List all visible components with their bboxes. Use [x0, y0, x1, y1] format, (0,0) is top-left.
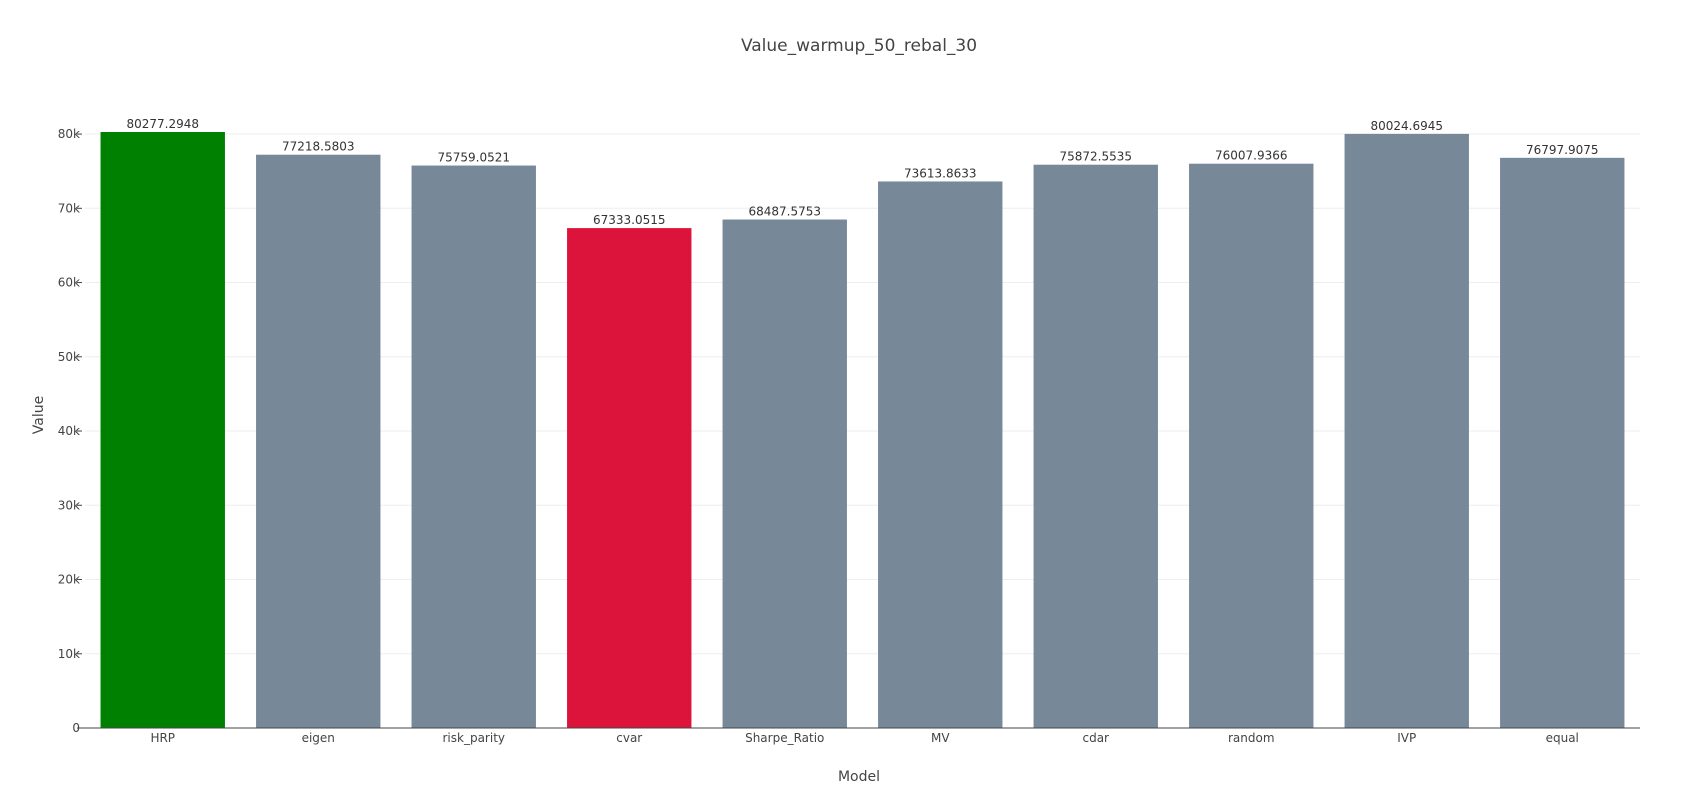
x-axis-title: Model [838, 769, 880, 785]
x-tick-label: HRP [150, 731, 175, 745]
x-tick-label: IVP [1397, 731, 1416, 745]
bar-random[interactable] [1189, 163, 1314, 729]
data-label: 76797.9075 [1526, 143, 1599, 157]
data-labels: 80277.2948 77218.5803 75759.0521 67333.0515… [126, 117, 1598, 227]
x-tick-label: equal [1546, 731, 1579, 745]
y-tick-label: 10k [58, 647, 80, 661]
bar-equal[interactable] [1500, 157, 1625, 728]
x-axis-ticks: HRP eigen risk_parity cvar Sharpe_Ratio MV cda… [150, 731, 1578, 745]
bars [100, 132, 1625, 729]
data-label: 67333.0515 [593, 213, 666, 227]
data-label: 68487.5753 [748, 205, 821, 219]
x-tick-label: cvar [616, 731, 642, 745]
data-label: 75759.0521 [437, 151, 510, 165]
data-label: 77218.5803 [282, 140, 355, 154]
x-tick-label: random [1228, 731, 1275, 745]
y-tick-label: 80k [58, 127, 80, 141]
y-axis-title: Value [31, 396, 47, 434]
x-tick-label: risk_parity [442, 731, 505, 745]
x-tick-label: eigen [302, 731, 335, 745]
bar-hrp[interactable] [100, 132, 225, 728]
y-axis-ticks: 0 10k 20k 30k 40k 50k 60k 70k 80k [58, 127, 82, 735]
data-label: 75872.5535 [1059, 150, 1132, 164]
bar-eigen[interactable] [256, 154, 381, 728]
bar-cvar[interactable] [567, 228, 692, 728]
chart-title: Value_warmup_50_rebal_30 [741, 36, 977, 56]
x-tick-label: cdar [1082, 731, 1109, 745]
bar-risk-parity[interactable] [411, 165, 536, 729]
bar-sharpe-ratio[interactable] [722, 219, 847, 728]
y-tick-label: 60k [58, 276, 80, 290]
x-tick-label: Sharpe_Ratio [745, 731, 824, 745]
bar-cdar[interactable] [1033, 164, 1158, 728]
y-tick-label: 0 [72, 721, 80, 735]
y-tick-label: 70k [58, 201, 80, 215]
data-label: 73613.8633 [904, 166, 977, 180]
bar-ivp[interactable] [1344, 133, 1469, 728]
data-label: 76007.9366 [1215, 149, 1288, 163]
data-label: 80277.2948 [126, 117, 199, 131]
y-tick-label: 50k [58, 350, 80, 364]
x-tick-label: MV [931, 731, 950, 745]
y-tick-label: 20k [58, 573, 80, 587]
bar-mv[interactable] [878, 181, 1003, 729]
y-tick-label: 40k [58, 424, 80, 438]
y-tick-label: 30k [58, 498, 80, 512]
data-label: 80024.6945 [1370, 119, 1443, 133]
